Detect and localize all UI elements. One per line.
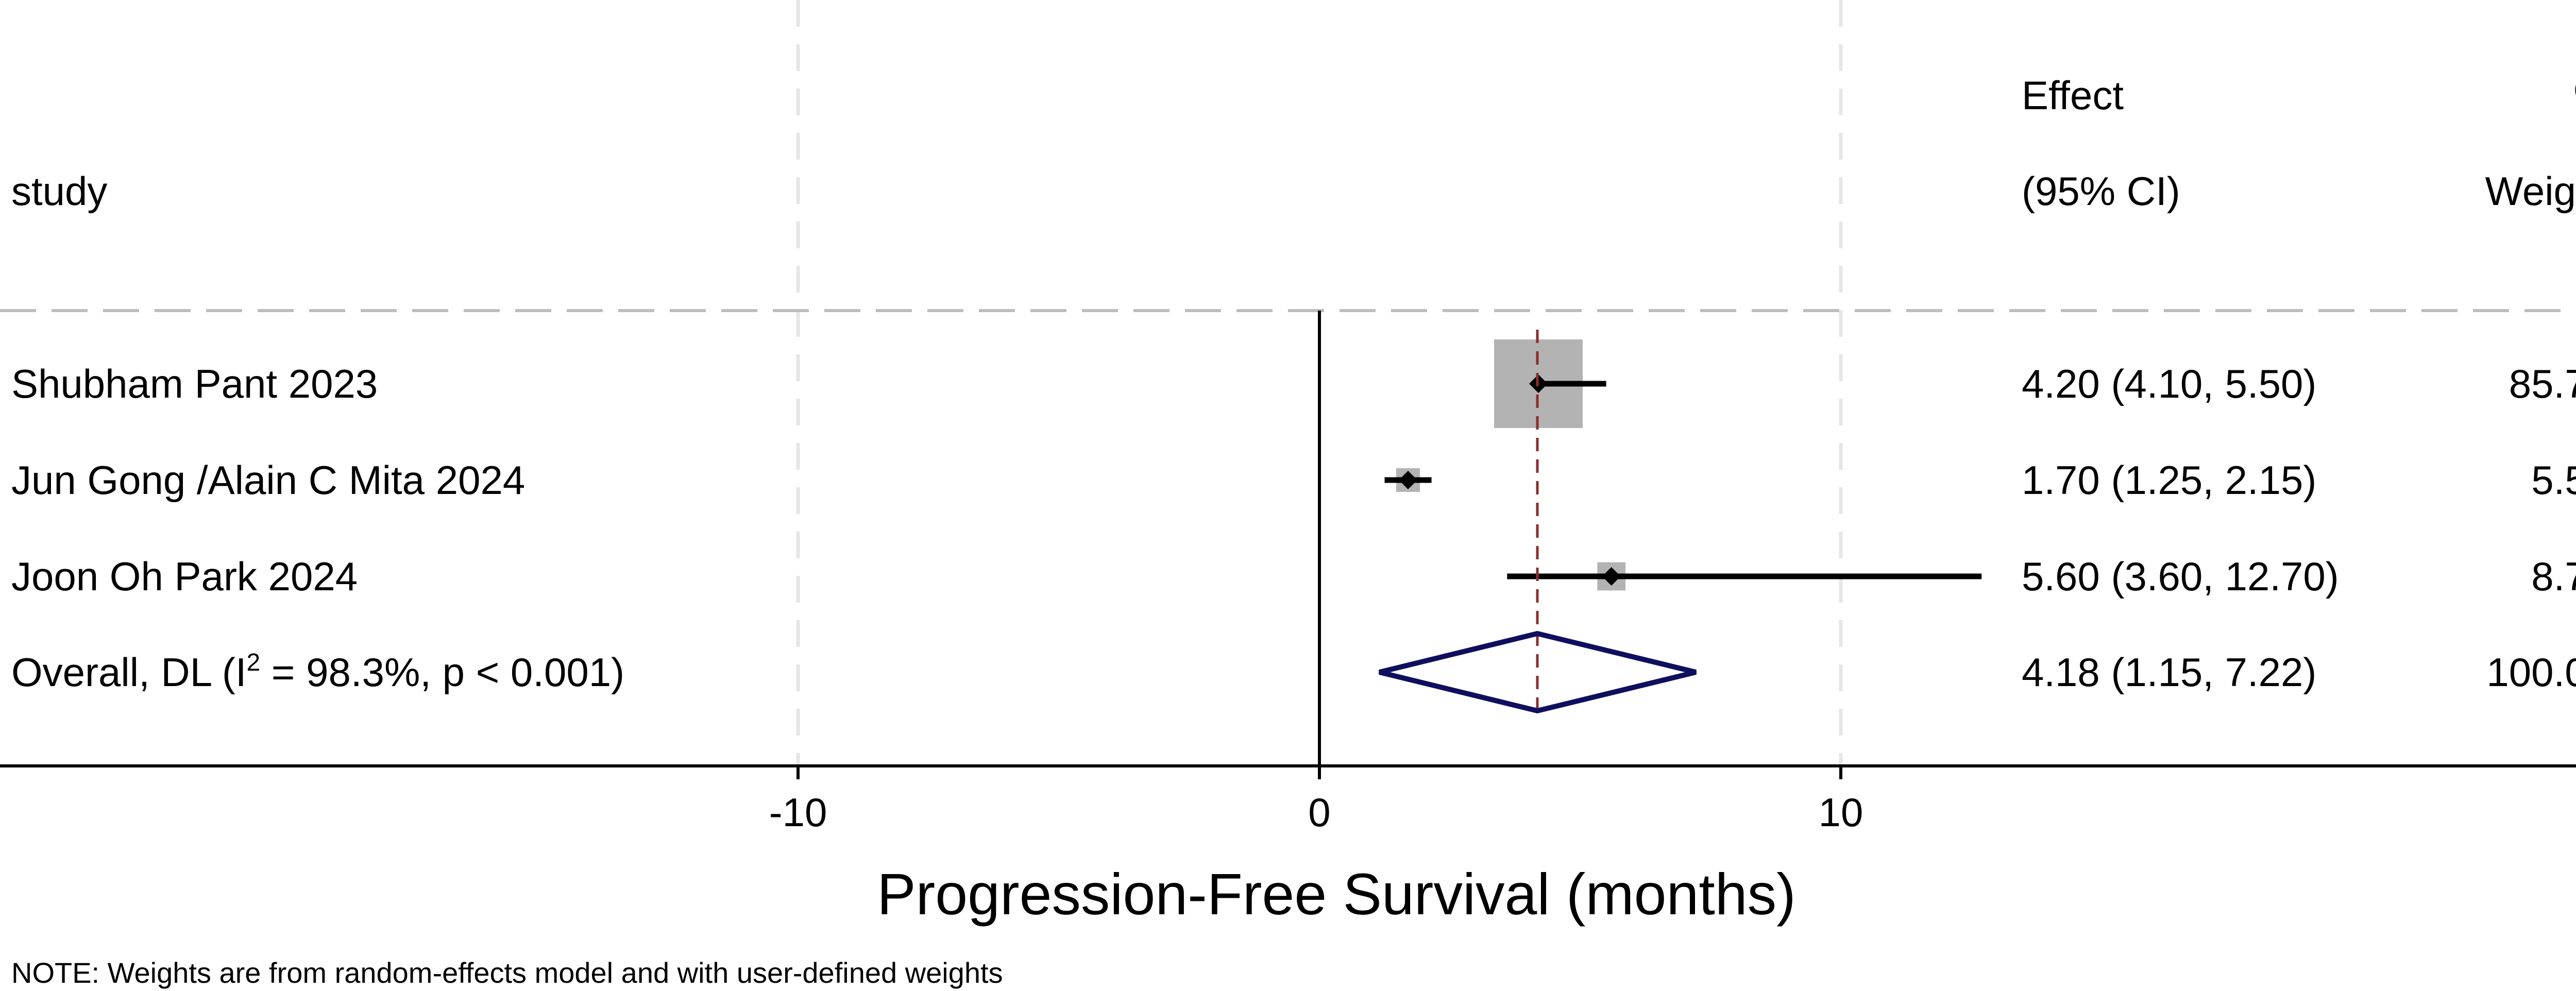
study-column-header: study xyxy=(11,168,107,214)
footnote: NOTE: Weights are from random-effects mo… xyxy=(11,956,1003,989)
study-weight-text: 5.53 xyxy=(2531,457,2576,503)
study-effect-text: 5.60 (3.60, 12.70) xyxy=(2022,554,2339,599)
study-rows: Shubham Pant 2023 4.20 (4.10, 5.50) 85.77 J… xyxy=(11,339,2576,599)
x-axis-label: Progression-Free Survival (months) xyxy=(877,862,1795,927)
overall-label: Overall, DL (I2 = 98.3%, p < 0.001) xyxy=(11,649,624,695)
study-effect-text: 1.70 (1.25, 2.15) xyxy=(2022,457,2316,503)
study-weight-text: 85.77 xyxy=(2509,361,2576,406)
study-effect-text: 4.20 (4.10, 5.50) xyxy=(2022,361,2316,406)
point-estimate-marker xyxy=(1399,471,1418,489)
study-row: Jun Gong /Alain C Mita 2024 1.70 (1.25, 2… xyxy=(11,457,2576,503)
overall-row: Overall, DL (I2 = 98.3%, p < 0.001) 4.18… xyxy=(11,330,2576,714)
study-weight-text: 8.70 xyxy=(2531,554,2576,599)
study-label: Joon Oh Park 2024 xyxy=(11,554,358,599)
x-axis-ticks: -10 0 10 xyxy=(769,766,1863,835)
overall-label-superscript: 2 xyxy=(247,649,261,676)
vertical-gridlines xyxy=(796,0,1843,766)
x-tick-label: -10 xyxy=(769,790,827,835)
overall-label-suffix: = 98.3%, p < 0.001) xyxy=(260,650,624,695)
study-row: Shubham Pant 2023 4.20 (4.10, 5.50) 85.77 xyxy=(11,339,2576,428)
weight-column-header-line1: % xyxy=(2574,73,2576,118)
study-row: Joon Oh Park 2024 5.60 (3.60, 12.70) 8.70 xyxy=(11,554,2576,599)
study-label: Jun Gong /Alain C Mita 2024 xyxy=(11,457,525,503)
effect-column-header-line1: Effect xyxy=(2022,73,2124,118)
overall-diamond xyxy=(1379,630,1697,714)
overall-label-prefix: Overall, DL (I xyxy=(11,650,247,695)
overall-effect-text: 4.18 (1.15, 7.22) xyxy=(2022,650,2316,695)
point-estimate-marker xyxy=(1602,567,1621,586)
overall-weight-text: 100.00 xyxy=(2486,650,2576,695)
x-tick-label: 0 xyxy=(1308,790,1330,835)
weight-column-header-line2: Weight xyxy=(2485,168,2576,214)
study-label: Shubham Pant 2023 xyxy=(11,361,378,406)
effect-column-header-line2: (95% CI) xyxy=(2022,168,2180,214)
x-tick-label: 10 xyxy=(1819,790,1863,835)
